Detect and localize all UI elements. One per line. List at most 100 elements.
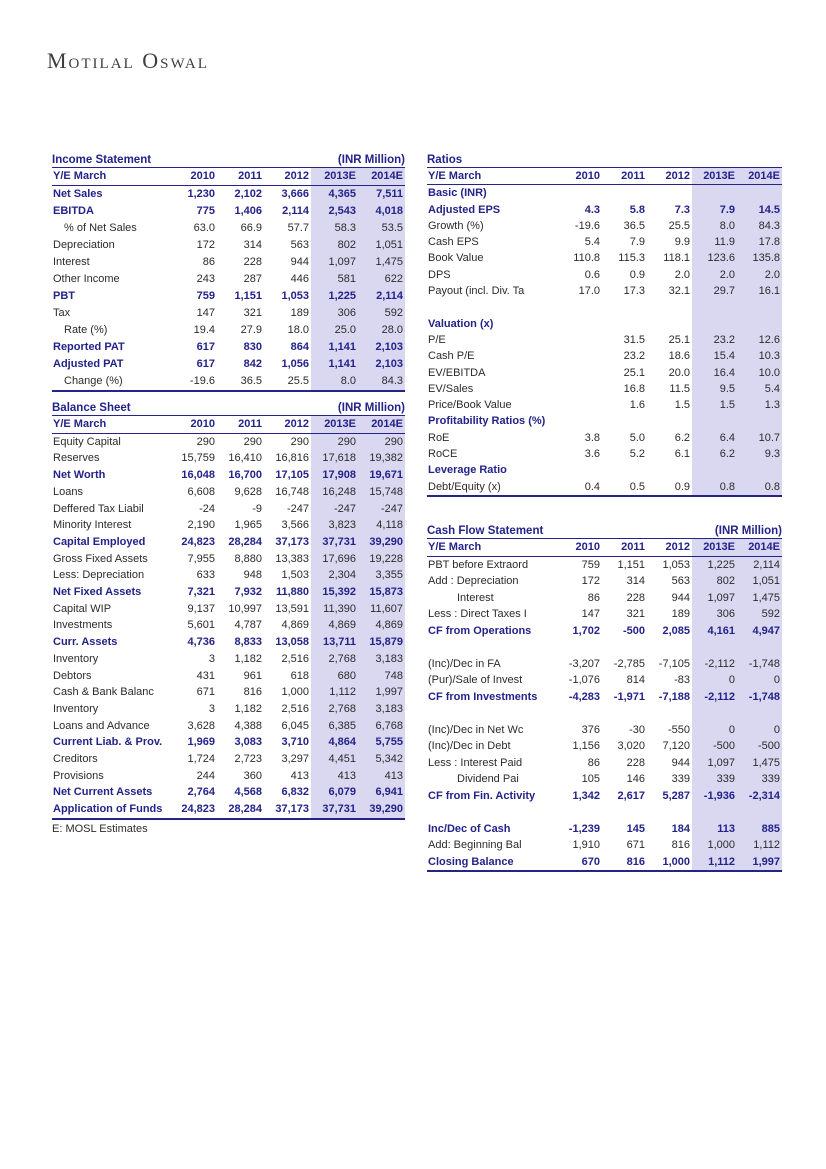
value-cell: 3: [208, 652, 215, 665]
row-label: Loans: [53, 485, 83, 498]
value-cell: 6,045: [281, 719, 309, 732]
value-cell: 622: [358, 271, 405, 288]
value-cell: -19.6: [574, 219, 600, 232]
value-cell: 2,114: [358, 288, 405, 305]
value-cell: 0: [737, 721, 782, 738]
row-label: Provisions: [53, 769, 104, 782]
value-cell: [647, 804, 692, 821]
table-row: Curr. Assets 4,736 8,833 13,058 13,711 15,879: [52, 634, 405, 651]
ratios-section: Ratios Y/E March 2010 2011 2012 2013E 2014E Ba…: [427, 152, 782, 497]
balance-sheet-section: Balance Sheet (INR Million) Y/E March 201…: [52, 400, 405, 835]
value-cell: 17.8: [737, 234, 782, 251]
value-cell: 11,390: [311, 600, 358, 618]
value-cell: 228: [626, 756, 645, 769]
value-cell: 5.2: [629, 448, 645, 461]
value-cell: [557, 332, 602, 348]
value-cell: 3,297: [281, 753, 309, 766]
spacer-row: [427, 804, 782, 821]
value-cell: 86: [587, 591, 600, 604]
value-cell: 1,097: [692, 754, 737, 771]
value-cell: [602, 639, 647, 656]
row-label: Less : Direct Taxes I: [428, 608, 527, 620]
value-cell: 563: [671, 575, 690, 587]
value-cell: 16,700: [228, 469, 262, 482]
value-cell: 290: [311, 433, 358, 451]
value-cell: 17,696: [311, 550, 358, 568]
value-cell: 748: [358, 667, 405, 685]
value-cell: -1,971: [613, 690, 645, 703]
value-cell: 446: [290, 273, 309, 285]
value-cell: 25.1: [623, 366, 645, 379]
value-cell: -247: [358, 500, 405, 518]
row-label: Loans and Advance: [53, 719, 150, 732]
value-cell: 8,833: [234, 636, 262, 649]
value-cell: 11,880: [275, 586, 309, 599]
value-cell: 944: [290, 256, 309, 268]
value-cell: 7,932: [234, 586, 262, 599]
value-cell: [692, 462, 737, 479]
value-cell: 147: [581, 608, 600, 620]
value-cell: 1,230: [187, 188, 215, 200]
value-cell: 1.3: [737, 397, 782, 414]
table-row: Inventory 3 1,182 2,516 2,768 3,183: [52, 650, 405, 668]
table-row: Other Income 243 287 446 581 622: [52, 271, 405, 288]
table-row: Price/Book Value 1.6 1.5 1.5 1.3: [427, 397, 782, 414]
value-cell: 4.3: [584, 203, 600, 216]
value-cell: 6,079: [311, 784, 358, 802]
value-cell: 8.0: [311, 373, 358, 391]
value-cell: 2,085: [662, 624, 690, 637]
row-label: P/E: [428, 333, 446, 346]
row-label: Reserves: [53, 452, 100, 465]
value-cell: 27.9: [240, 324, 262, 336]
value-cell: 15,759: [181, 452, 215, 465]
value-cell: 0.9: [674, 480, 690, 493]
value-cell: 29.7: [692, 283, 737, 300]
value-cell: -7,188: [658, 690, 690, 703]
row-label: Add : Depreciation: [428, 575, 519, 587]
value-cell: [692, 413, 737, 430]
row-label: Minority Interest: [53, 519, 132, 532]
value-cell: 1,112: [737, 837, 782, 854]
value-cell: 2,764: [187, 786, 215, 799]
value-cell: 105: [581, 773, 600, 785]
value-cell: 592: [737, 606, 782, 623]
value-cell: 14.5: [737, 201, 782, 218]
value-cell: 592: [358, 305, 405, 322]
value-cell: 0: [692, 672, 737, 689]
value-cell: [557, 185, 602, 202]
value-cell: 759: [581, 558, 600, 571]
value-cell: 802: [311, 237, 358, 254]
value-cell: 431: [196, 669, 215, 682]
row-label: PBT before Extraord: [428, 558, 529, 571]
year-column-header: 2014E: [358, 168, 405, 186]
row-label: Closing Balance: [428, 855, 514, 868]
value-cell: 3,020: [617, 740, 645, 752]
row-label: Application of Funds: [53, 803, 163, 816]
table-row: PBT before Extraord 759 1,151 1,053 1,225 2,1…: [427, 556, 782, 573]
value-cell: 671: [196, 686, 215, 699]
table-row: Deffered Tax Liabil -24 -9 -247 -247 -247: [52, 500, 405, 518]
value-cell: 306: [311, 305, 358, 322]
value-cell: 944: [671, 591, 690, 604]
value-cell: 12.6: [737, 331, 782, 349]
value-cell: [557, 397, 602, 413]
table-row: Adjusted EPS 4.3 5.8 7.3 7.9 14.5: [427, 201, 782, 218]
value-cell: 16.1: [737, 283, 782, 300]
value-cell: 17.3: [623, 285, 645, 298]
table-row: CF from Operations 1,702 -500 2,085 4,161 4,9…: [427, 622, 782, 639]
row-label: [427, 804, 557, 821]
value-cell: 9,628: [234, 485, 262, 498]
value-cell: [602, 705, 647, 722]
row-axis-header: Y/E March: [428, 170, 482, 182]
table-row: Net Worth 16,048 16,700 17,105 17,908 19,671: [52, 467, 405, 484]
row-label: [427, 299, 557, 315]
value-cell: 1,000: [692, 837, 737, 854]
table-row: EV/EBITDA 25.1 20.0 16.4 10.0: [427, 364, 782, 381]
value-cell: 184: [671, 822, 690, 835]
value-cell: [647, 299, 692, 315]
value-cell: 18.6: [668, 350, 690, 363]
year-column-header: 2014E: [737, 539, 782, 556]
value-cell: [602, 462, 647, 478]
value-cell: 3,566: [281, 519, 309, 532]
